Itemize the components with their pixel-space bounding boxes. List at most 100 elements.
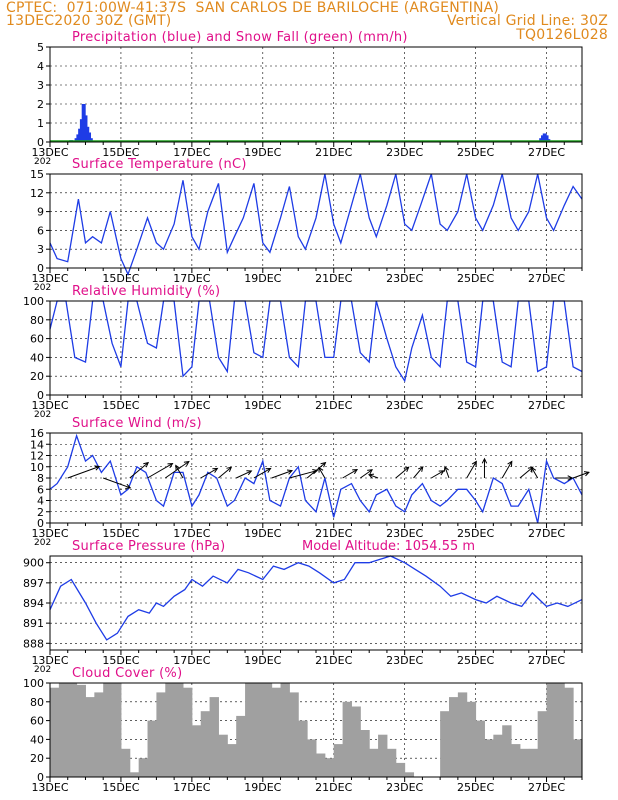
wind-arrowhead (167, 463, 174, 469)
series-line (49, 555, 583, 641)
cloud-bar (316, 753, 326, 777)
panel-title: Precipitation (blue) and Snow Fall (gree… (72, 30, 408, 45)
wind-arrowhead (318, 466, 324, 473)
y-tick-label: 0 (37, 517, 44, 530)
precip-bar (544, 135, 549, 142)
cloud-bar (378, 734, 388, 777)
panel-5: Surface Pressure (hPa) Model Altitude: 10… (23, 539, 583, 675)
panel-frame (49, 173, 583, 269)
wind-vector (395, 466, 409, 479)
cloud-bar (351, 706, 361, 777)
cloud-bar (200, 711, 211, 777)
panel-frame (49, 46, 583, 143)
x-tick-label: 23DEC (386, 399, 423, 412)
wind-arrowhead (286, 469, 294, 475)
cloud-bar (58, 683, 69, 777)
wind-arrowhead (175, 464, 181, 471)
panel-title: Cloud Cover (%) (72, 666, 182, 681)
wind-arrowhead (567, 475, 574, 481)
x-tick-label: 27DEC (528, 527, 565, 540)
cloud-bar (218, 734, 228, 777)
x-tick-label: 25DEC (457, 781, 494, 794)
y-tick-label: 5 (37, 41, 44, 54)
x-tick-label: 21DEC (315, 272, 352, 285)
cloud-bar (324, 758, 335, 777)
y-tick-label: 8 (37, 472, 44, 485)
x-tick-label: 15DEC (102, 654, 139, 667)
panel-title: Surface Wind (m/s) (72, 416, 202, 431)
cloud-bar (449, 697, 459, 777)
y-tick-label: 15 (30, 168, 44, 181)
wind-arrowhead (418, 466, 424, 472)
cloud-bar (342, 701, 352, 777)
cloud-bar (174, 683, 184, 777)
panel-frame (49, 555, 583, 651)
x-tick-label: 15DEC (102, 527, 139, 540)
wind-vector (444, 466, 450, 479)
cloud-bar (289, 692, 299, 777)
wind-vector (218, 466, 232, 479)
x-tick-label: 17DEC (173, 272, 210, 285)
cloud-bar (528, 748, 539, 777)
wind-arrowhead (183, 460, 190, 467)
wind-vector (164, 461, 190, 479)
x-tick-label: 17DEC (173, 654, 210, 667)
cloud-bar (85, 697, 95, 777)
wind-arrowhead (320, 461, 327, 468)
x-tick-label: 25DEC (457, 654, 494, 667)
panel-frame (49, 432, 583, 524)
y-tick-label: 4 (37, 495, 44, 508)
x-tick-label: 25DEC (457, 527, 494, 540)
cloud-bar (537, 711, 548, 777)
y-tick-label: 100 (23, 677, 44, 690)
cloud-bar (360, 730, 370, 777)
precip-bar (88, 138, 93, 142)
cloud-bar (76, 684, 86, 777)
x-tick-label: 19DEC (244, 781, 281, 794)
wind-vector (413, 466, 424, 479)
series-line (49, 300, 583, 383)
y-tick-label: 894 (23, 597, 44, 610)
cloud-bar (50, 687, 60, 777)
x-tick-label: 27DEC (528, 399, 565, 412)
wind-vector (572, 471, 590, 479)
y-tick-label: 16 (30, 427, 44, 440)
wind-vector (466, 461, 477, 479)
x-tick-label: 13DEC (31, 399, 68, 412)
cloud-bar (546, 683, 556, 777)
header-grid-line: Vertical Grid Line: 30Z (446, 13, 608, 29)
x-tick-label: 23DEC (386, 146, 423, 159)
wind-vector (431, 470, 444, 479)
cloud-bar (369, 748, 379, 777)
panel-1: Precipitation (blue) and Snow Fall (gree… (31, 30, 583, 167)
cloud-bar (564, 687, 574, 777)
x-tick-label: 21DEC (315, 399, 352, 412)
x-tick-label: 27DEC (528, 146, 565, 159)
y-tick-label: 14 (30, 438, 44, 451)
x-tick-label: 19DEC (244, 272, 281, 285)
series-line (49, 173, 583, 277)
y-tick-label: 4 (37, 60, 44, 73)
x-tick-label: 25DEC (457, 146, 494, 159)
series-line (49, 433, 583, 524)
y-tick-label: 40 (30, 351, 44, 364)
panel-frame (49, 300, 583, 396)
x-tick-label: 13DEC (31, 527, 68, 540)
y-tick-label: 6 (37, 224, 44, 237)
y-tick-label: 900 (23, 557, 44, 570)
cloud-bar (511, 744, 521, 777)
y-tick-label: 10 (30, 461, 44, 474)
cloud-bar (457, 692, 468, 777)
y-tick-label: 20 (30, 370, 44, 383)
x-tick-label: 21DEC (315, 654, 352, 667)
x-tick-label: 17DEC (173, 399, 210, 412)
y-tick-label: 40 (30, 733, 44, 746)
panel-frame (49, 682, 583, 778)
cloud-bar (404, 772, 415, 777)
y-tick-label: 897 (23, 577, 44, 590)
wind-vector (318, 467, 326, 479)
x-year-label: 202 (34, 538, 51, 548)
y-tick-label: 3 (37, 79, 44, 92)
